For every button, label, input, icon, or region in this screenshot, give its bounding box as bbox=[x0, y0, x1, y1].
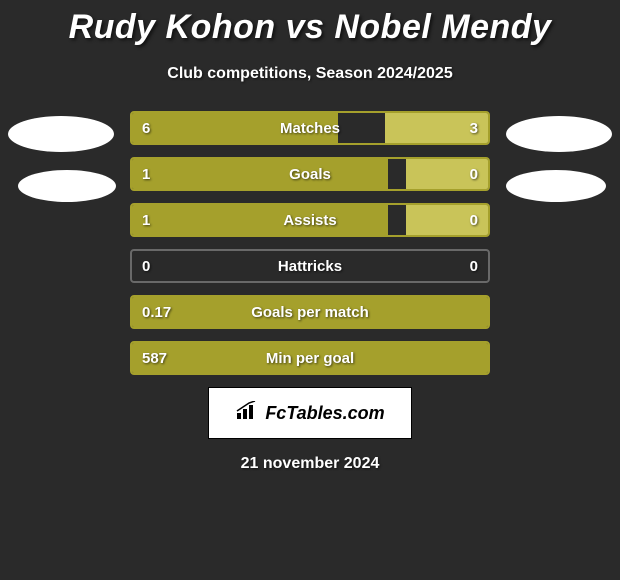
logo-text: FcTables.com bbox=[265, 403, 384, 424]
fctables-logo: FcTables.com bbox=[208, 387, 412, 439]
stat-value-right: 0 bbox=[470, 205, 478, 235]
stat-label: Goals per match bbox=[132, 297, 488, 327]
stat-value-left: 1 bbox=[142, 205, 150, 235]
stat-row: Assists1 0 bbox=[130, 203, 490, 237]
stat-label: Hattricks bbox=[132, 251, 488, 281]
stat-value-left: 0.17 bbox=[142, 297, 171, 327]
stat-row: Hattricks0 0 bbox=[130, 249, 490, 283]
stat-value-left: 587 bbox=[142, 343, 167, 373]
chart-date: 21 november 2024 bbox=[0, 455, 620, 473]
page-title: Rudy Kohon vs Nobel Mendy bbox=[0, 0, 620, 47]
stat-row: Min per goal587 bbox=[130, 341, 490, 375]
stat-row: Goals1 0 bbox=[130, 157, 490, 191]
stat-label: Assists bbox=[132, 205, 488, 235]
stat-value-right: 3 bbox=[470, 113, 478, 143]
stat-value-right: 0 bbox=[470, 159, 478, 189]
stat-label: Min per goal bbox=[132, 343, 488, 373]
stat-value-left: 0 bbox=[142, 251, 150, 281]
page-subtitle: Club competitions, Season 2024/2025 bbox=[0, 65, 620, 83]
stat-label: Matches bbox=[132, 113, 488, 143]
stat-value-right: 0 bbox=[470, 251, 478, 281]
chart-icon bbox=[235, 401, 259, 426]
stat-row: Matches6 3 bbox=[130, 111, 490, 145]
stat-label: Goals bbox=[132, 159, 488, 189]
stat-value-left: 1 bbox=[142, 159, 150, 189]
stat-row: Goals per match0.17 bbox=[130, 295, 490, 329]
comparison-chart: Matches63Goals10Assists10Hattricks00Goal… bbox=[0, 111, 620, 375]
stat-value-left: 6 bbox=[142, 113, 150, 143]
